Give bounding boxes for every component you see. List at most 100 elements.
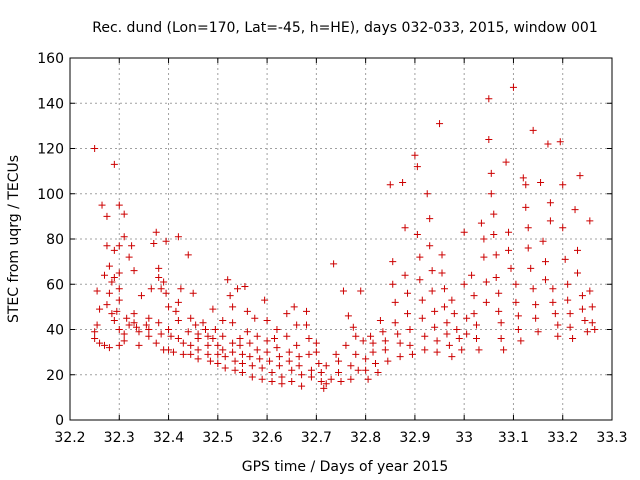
y-tick-label: 60 [46,277,64,293]
data-point [115,341,123,349]
data-point [569,335,577,343]
x-tick-label: 32.5 [202,430,233,446]
data-point [290,303,298,311]
data-point [436,120,444,128]
data-point [386,181,394,189]
data-point [470,310,478,318]
data-point [556,138,564,146]
data-point [147,285,155,293]
data-point [91,328,99,336]
data-point [120,233,128,241]
data-point [406,341,414,349]
data-point [275,353,283,361]
data-point [194,346,202,354]
data-point [209,305,217,313]
y-tick-label: 40 [46,323,64,339]
data-point [174,233,182,241]
data-point [586,287,594,295]
data-point [396,339,404,347]
data-point [307,373,315,381]
data-point [492,273,500,281]
data-point [253,332,261,340]
data-point [485,95,493,103]
data-point [554,332,562,340]
data-point [91,335,99,343]
y-tick-label: 80 [46,232,64,248]
data-point [295,362,303,370]
data-point [423,190,431,198]
data-point [549,285,557,293]
data-point [359,337,367,345]
data-point [135,328,143,336]
data-point [229,348,237,356]
data-point [364,375,372,383]
data-point [576,172,584,180]
data-point [512,280,520,288]
y-tick-label: 0 [55,413,64,429]
data-point [142,321,150,329]
data-point [524,224,532,232]
data-point [110,160,118,168]
data-point [588,303,596,311]
data-point [517,337,525,345]
data-point [305,335,313,343]
data-point [330,260,338,268]
data-point [347,375,355,383]
data-point [135,341,143,349]
data-point [295,353,303,361]
axis-ticks: 32.2 32.3 32.4 32.5 32.6 32.7 32.8 32.9 33 33.1 33… [37,51,627,446]
data-point [238,350,246,358]
data-point [204,350,212,358]
data-point [490,230,498,238]
data-point [389,258,397,266]
data-point [450,310,458,318]
data-point [574,246,582,254]
data-point [145,314,153,322]
data-point [165,303,173,311]
data-point [96,305,104,313]
data-point [362,355,370,363]
data-point [539,237,547,245]
data-point [591,326,599,333]
data-point [369,348,377,356]
data-point [246,353,254,361]
x-tick-label: 33.2 [547,430,578,446]
data-point [303,307,311,315]
chart-title: Rec. dund (Lon=170, Lat=-45, h=HE), days… [92,20,598,36]
data-point [413,163,421,171]
data-point [253,346,261,354]
data-point [157,285,165,293]
data-point [571,206,579,214]
data-point [115,285,123,293]
data-point [519,174,527,182]
data-point [219,332,227,340]
data-point [130,319,138,327]
data-point [273,344,281,352]
data-point [354,366,362,374]
data-point [460,280,468,288]
data-point [229,303,237,311]
data-point [108,310,116,318]
data-point [169,348,177,356]
data-point [497,319,505,327]
data-point [155,264,163,272]
data-point [391,298,399,306]
data-point [103,212,111,220]
data-points [91,83,599,392]
data-point [473,335,480,343]
data-point [285,357,293,365]
data-point [448,353,456,361]
data-point [110,273,118,281]
data-point [224,276,232,284]
data-point [502,158,510,166]
x-tick-label: 32.6 [252,430,283,446]
x-tick-label: 32.3 [104,430,135,446]
data-point [317,368,325,376]
data-point [371,359,379,367]
data-point [463,330,471,338]
data-point [480,253,488,261]
data-point [236,341,244,349]
data-point [347,362,355,370]
data-point [172,307,180,315]
data-point [105,289,113,297]
